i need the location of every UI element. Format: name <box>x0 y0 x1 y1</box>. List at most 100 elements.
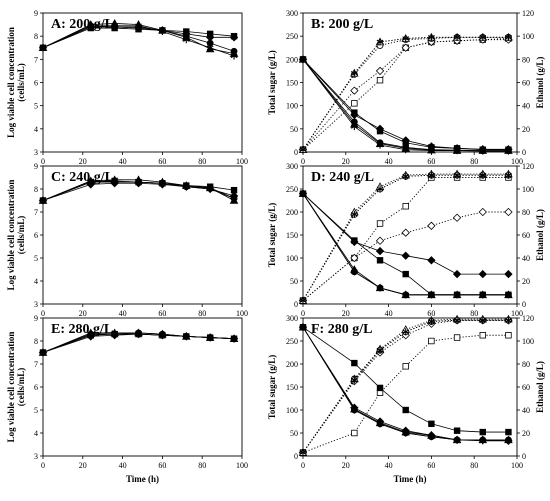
y2-tick-label: 20 <box>522 429 530 438</box>
series-line-a-viability-0 <box>42 27 235 49</box>
y2-tick-label: 40 <box>522 254 530 263</box>
y-tick-label: 5 <box>34 102 38 111</box>
data-point-d-sugar-4-5 <box>453 291 461 299</box>
x-tick-label: 20 <box>79 461 87 470</box>
x-tick-label: 80 <box>470 461 478 470</box>
plot-frame-d <box>302 165 518 305</box>
y2-tick-label: 80 <box>522 208 530 217</box>
series-line-d-sugar-1 <box>302 193 509 275</box>
data-point-a-viability-1-7 <box>229 33 239 42</box>
y2-tick-label: 60 <box>522 231 530 240</box>
y-tick-label: 300 <box>286 9 298 18</box>
data-point-c-viability-4-3 <box>135 178 142 186</box>
data-point-d-ethanol-4-1 <box>350 210 358 218</box>
series-line-f-sugar-2 <box>302 326 509 441</box>
x-tick-label: 80 <box>198 461 206 470</box>
series-line-d-ethanol-2 <box>302 174 509 301</box>
y2-tick-label: 40 <box>522 102 530 111</box>
data-point-f-ethanol-0-3 <box>402 363 409 370</box>
data-point-e-viability-4-1 <box>87 330 95 338</box>
series-f-sugar-3 <box>298 322 513 444</box>
y-tick-label: 200 <box>286 55 298 64</box>
series-b-ethanol-2 <box>299 33 512 154</box>
y-tick-label: 200 <box>286 208 298 217</box>
x-tick-label: 20 <box>342 461 350 470</box>
series-line-c-viability-4 <box>42 180 235 201</box>
y-tick-label: 300 <box>286 314 298 323</box>
data-point-a-viability-4-4 <box>159 27 166 36</box>
data-point-f-sugar-0-1 <box>351 359 358 367</box>
data-point-b-ethanol-4-3 <box>402 34 410 43</box>
series-f-sugar-2 <box>299 323 512 444</box>
series-line-d-ethanol-3 <box>302 173 509 301</box>
data-point-f-ethanol-0-4 <box>428 337 435 345</box>
y2-tick-label: 0 <box>522 300 526 309</box>
y2-tick-label: 120 <box>522 9 534 18</box>
data-point-d-ethanol-4-4 <box>428 171 435 179</box>
data-point-f-sugar-4-4 <box>428 433 435 441</box>
x-tick-label: 0 <box>301 309 305 318</box>
data-point-d-ethanol-0-2 <box>376 220 384 227</box>
x-tick-label: 100 <box>511 309 523 318</box>
series-c-viability-4 <box>39 177 238 205</box>
data-point-b-sugar-4-4 <box>428 147 435 155</box>
data-point-f-sugar-4-7 <box>505 437 512 445</box>
data-point-b-ethanol-4-2 <box>376 38 384 46</box>
series-line-f-sugar-3 <box>302 326 509 441</box>
x-tick-label: 80 <box>198 157 206 166</box>
series-line-f-ethanol-1 <box>302 319 509 453</box>
data-point-d-sugar-4-6 <box>479 291 487 299</box>
data-point-d-sugar-0-3 <box>402 270 409 278</box>
data-point-f-ethanol-0-6 <box>479 332 486 339</box>
data-point-b-sugar-4-5 <box>453 147 461 155</box>
data-point-d-sugar-4-2 <box>376 284 384 292</box>
series-line-b-ethanol-2 <box>302 36 509 150</box>
data-point-b-ethanol-4-0 <box>299 146 307 154</box>
data-point-d-ethanol-4-7 <box>505 171 512 179</box>
series-f-sugar-0 <box>299 323 512 436</box>
series-line-f-sugar-1 <box>302 326 509 442</box>
data-point-d-ethanol-4-5 <box>453 171 461 179</box>
y-tick-label: 0 <box>294 452 298 461</box>
data-point-d-sugar-0-2 <box>376 257 384 264</box>
x-tick-label: 20 <box>79 309 87 318</box>
data-point-f-sugar-4-5 <box>453 436 461 444</box>
y-tick-label: 9 <box>34 9 38 18</box>
data-point-b-sugar-4-2 <box>376 141 384 149</box>
data-point-a-viability-4-6 <box>206 44 214 52</box>
series-line-d-ethanol-0 <box>302 177 509 301</box>
data-point-b-sugar-4-6 <box>479 147 487 155</box>
series-line-e-viability-4 <box>42 332 235 353</box>
plot-frame-b <box>302 12 518 153</box>
series-f-sugar-4 <box>299 323 512 445</box>
y-tick-label: 0 <box>294 148 298 157</box>
x-tick-label: 100 <box>236 309 248 318</box>
data-point-a-viability-4-5 <box>182 36 190 44</box>
series-line-f-sugar-0 <box>302 326 509 433</box>
y-tick-label: 7 <box>34 360 38 369</box>
series-b-ethanol-4 <box>299 33 512 154</box>
x-tick-label: 40 <box>119 309 127 318</box>
y-axis-label: Total sugar (g/L) <box>267 50 277 115</box>
x-axis-label: Time (h) <box>393 474 426 484</box>
plot-frame-f <box>302 317 518 457</box>
data-point-a-viability-4-2 <box>111 22 119 30</box>
data-point-d-sugar-1-4 <box>427 256 436 265</box>
data-point-f-ethanol-4-1 <box>350 376 358 384</box>
data-point-f-ethanol-4-0 <box>299 448 307 457</box>
y-axis-label: Total sugar (g/L) <box>267 355 277 420</box>
x-tick-label: 60 <box>427 309 435 318</box>
data-point-f-sugar-0-7 <box>505 428 512 436</box>
y2-tick-label: 120 <box>522 314 534 323</box>
data-point-d-ethanol-1-4 <box>427 221 436 230</box>
data-point-b-sugar-4-1 <box>350 122 358 131</box>
series-d-sugar-4 <box>299 190 512 299</box>
y-tick-label: 100 <box>286 406 298 415</box>
data-point-b-ethanol-4-1 <box>350 69 358 77</box>
y2-tick-label: 0 <box>522 452 526 461</box>
data-point-c-viability-4-4 <box>159 179 166 187</box>
data-point-f-ethanol-4-6 <box>479 316 487 324</box>
series-line-b-sugar-1 <box>302 59 509 150</box>
